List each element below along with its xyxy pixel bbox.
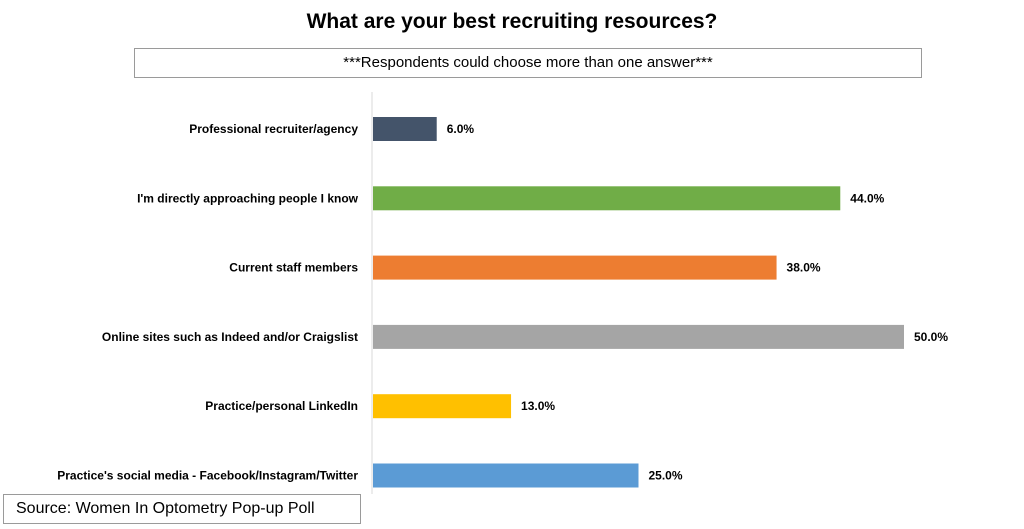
category-label: Practice's social media - Facebook/Insta… xyxy=(57,469,358,483)
chart-title: What are your best recruiting resources? xyxy=(306,10,718,33)
category-label: I'm directly approaching people I know xyxy=(137,191,359,205)
bar xyxy=(373,117,437,141)
data-label: 25.0% xyxy=(649,469,683,483)
category-label: Professional recruiter/agency xyxy=(189,122,358,136)
bar xyxy=(373,463,639,488)
bars-group: Professional recruiter/agency 6.0% I'm dir… xyxy=(57,117,948,488)
bar xyxy=(373,394,512,419)
category-label: Online sites such as Indeed and/or Craig… xyxy=(102,330,358,344)
data-label: 38.0% xyxy=(787,261,821,275)
bar xyxy=(373,324,904,349)
chart-note-box: ***Respondents could choose more than on… xyxy=(134,48,922,78)
bar xyxy=(373,186,841,211)
data-label: 13.0% xyxy=(521,399,555,413)
data-label: 6.0% xyxy=(447,122,475,136)
category-label: Practice/personal LinkedIn xyxy=(205,399,358,413)
source-note: Source: Women In Optometry Pop-up Poll xyxy=(3,494,361,524)
data-label: 50.0% xyxy=(914,330,948,344)
data-label: 44.0% xyxy=(850,191,884,205)
bar xyxy=(373,255,777,280)
category-label: Current staff members xyxy=(229,261,358,275)
